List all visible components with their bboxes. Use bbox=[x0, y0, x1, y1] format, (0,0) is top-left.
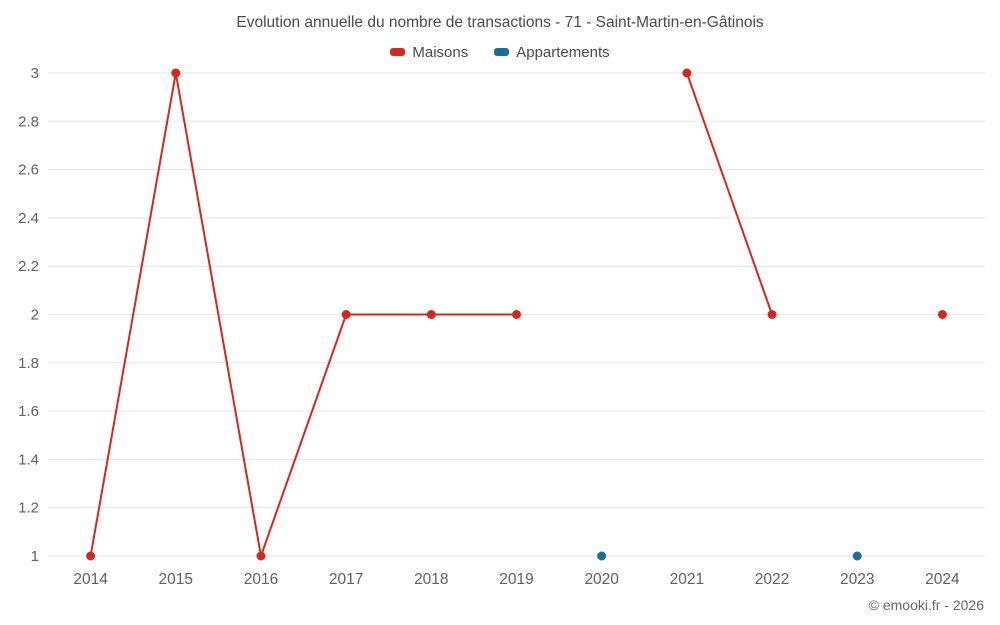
x-tick-label: 2023 bbox=[840, 571, 874, 588]
y-tick-label: 2 bbox=[31, 307, 39, 324]
legend-item-appartements[interactable]: Appartements bbox=[494, 43, 610, 61]
data-point-maisons-2021[interactable] bbox=[682, 68, 692, 78]
data-point-appartements-2023[interactable] bbox=[852, 551, 862, 561]
x-tick-label: 2022 bbox=[755, 571, 789, 588]
legend-item-maisons[interactable]: Maisons bbox=[390, 44, 468, 61]
y-tick-label: 1.2 bbox=[18, 500, 39, 517]
x-tick-label: 2018 bbox=[414, 571, 448, 588]
legend-marker-maisons bbox=[390, 48, 406, 56]
y-tick-label: 1.4 bbox=[18, 451, 39, 468]
y-tick-label: 2.8 bbox=[18, 113, 39, 130]
y-tick-label: 1.8 bbox=[18, 355, 39, 372]
x-tick-label: 2016 bbox=[244, 571, 278, 588]
chart-legend: Maisons Appartements bbox=[0, 41, 1000, 63]
series-line-maisons bbox=[685, 72, 774, 316]
data-point-maisons-2019[interactable] bbox=[512, 310, 521, 319]
x-tick-label: 2014 bbox=[73, 571, 108, 588]
data-point-maisons-2017[interactable] bbox=[341, 310, 351, 319]
data-point-maisons-2018[interactable] bbox=[426, 310, 436, 319]
data-point-maisons-2014[interactable] bbox=[86, 551, 96, 561]
legend-marker-appartements bbox=[494, 48, 510, 56]
y-tick-label: 2.2 bbox=[18, 258, 39, 275]
data-point-maisons-2024[interactable] bbox=[937, 310, 947, 319]
x-tick-label: 2015 bbox=[159, 571, 193, 588]
chart-plot-area: 1 1.2 1.4 1.6 1.8 2 2.2 2.4 2.6 2.8 3 2014 2015 2016 2… bbox=[18, 65, 985, 588]
y-tick-label: 3 bbox=[31, 65, 39, 82]
x-tick-label: 2017 bbox=[329, 571, 363, 588]
y-tick-label: 1.6 bbox=[18, 403, 39, 420]
x-tick-label: 2024 bbox=[925, 571, 960, 588]
data-point-maisons-2022[interactable] bbox=[767, 310, 777, 319]
copyright: © emooki.fr - 2026 bbox=[868, 597, 984, 613]
series-line-maisons bbox=[89, 72, 518, 557]
x-tick-label: 2019 bbox=[499, 571, 533, 588]
y-tick-label: 2.6 bbox=[18, 162, 39, 179]
y-tick-label: 2.4 bbox=[18, 210, 39, 227]
data-point-maisons-2016[interactable] bbox=[256, 551, 266, 561]
legend-label: Maisons bbox=[412, 43, 469, 61]
data-point-appartements-2020[interactable] bbox=[597, 551, 607, 561]
chart-title: Evolution annuelle du nombre de transact… bbox=[236, 14, 764, 31]
y-tick-label: 1 bbox=[31, 548, 39, 565]
legend-label: Appartements bbox=[516, 43, 610, 61]
x-tick-label: 2020 bbox=[584, 571, 619, 588]
data-point-maisons-2015[interactable] bbox=[171, 68, 181, 78]
x-tick-label: 2021 bbox=[670, 571, 704, 588]
